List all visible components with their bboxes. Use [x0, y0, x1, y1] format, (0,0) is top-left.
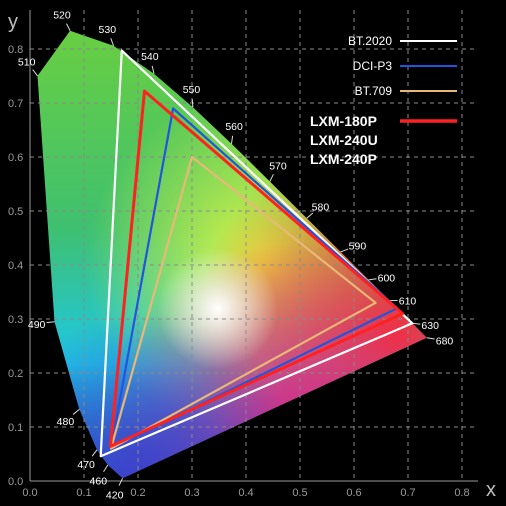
y-tick-label: 0.3 [8, 314, 23, 326]
y-tick-label: 0.7 [8, 98, 23, 110]
legend-label: LXM-180P [310, 113, 377, 129]
legend-label: BT.709 [355, 84, 393, 98]
x-tick-label: 0.5 [292, 487, 307, 499]
wavelength-label: 490 [28, 319, 46, 331]
y-tick-label: 0.0 [8, 476, 23, 488]
wavelength-tick [110, 38, 115, 46]
wavelength-tick [151, 65, 155, 74]
wavelength-tick [103, 464, 109, 473]
wavelength-labels: 420 460 470 480 490 510 520 530 540 550 560 570 580 5… [18, 10, 454, 502]
y-tick-label: 0.4 [8, 260, 23, 272]
y-tick-label: 0.5 [8, 206, 23, 218]
wavelength-tick [118, 478, 124, 486]
wavelength-tick [412, 322, 421, 325]
x-tick-label: 0.6 [346, 487, 361, 499]
y-tick-labels: 0.0 0.1 0.2 0.3 0.4 0.5 0.6 0.7 0.8 [8, 44, 23, 488]
y-tick-label: 0.1 [8, 422, 23, 434]
legend-label: LXM-240U [310, 132, 378, 148]
x-tick-label: 0.7 [400, 487, 415, 499]
wavelength-label: 520 [53, 10, 71, 22]
legend: BT.2020 DCI-P3 BT.709 LXM-180P LXM-240U LXM-2… [310, 34, 457, 167]
y-tick-label: 0.8 [8, 44, 23, 56]
wavelength-label: 460 [90, 475, 108, 487]
y-tick-label: 0.2 [8, 368, 23, 380]
gamut-triangle [109, 89, 405, 448]
wavelength-tick [72, 408, 80, 415]
wavelength-label: 510 [18, 57, 36, 69]
wavelength-tick [340, 248, 349, 253]
wavelength-label: 530 [99, 24, 117, 36]
x-tick-label: 0.1 [76, 487, 91, 499]
wavelength-tick [269, 174, 274, 182]
x-tick-labels: 0.0 0.1 0.2 0.3 0.4 0.5 0.6 0.7 0.8 [22, 487, 469, 499]
legend-label: LXM-240P [310, 151, 377, 167]
wavelength-tick [91, 449, 98, 457]
wavelength-label: 470 [77, 459, 95, 471]
x-tick-label: 0.4 [238, 487, 253, 499]
wavelength-label: 540 [141, 51, 159, 63]
wavelength-label: 630 [421, 320, 439, 332]
wavelength-tick [368, 278, 377, 281]
y-axis-label: y [8, 11, 18, 33]
legend-label: DCI-P3 [353, 59, 393, 73]
wavelength-label: 550 [183, 84, 201, 96]
x-axis-label: x [486, 479, 496, 501]
wavelength-tick [191, 99, 194, 108]
wavelength-tick [426, 337, 435, 340]
x-tick-label: 0.8 [454, 487, 469, 499]
wavelength-tick [66, 23, 71, 31]
grid-lines [29, 10, 478, 482]
wavelength-label: 600 [378, 272, 396, 284]
wavelength-label: 580 [312, 202, 330, 214]
x-tick-label: 0.2 [130, 487, 145, 499]
wavelength-label: 480 [57, 416, 75, 428]
wavelength-label: 680 [436, 336, 454, 348]
wavelength-label: 420 [106, 489, 124, 501]
gamut-triangle [99, 49, 414, 458]
wavelength-label: 560 [225, 121, 243, 133]
wavelength-label: 570 [269, 160, 287, 172]
wavelength-tick [32, 69, 38, 77]
wavelength-tick [306, 212, 314, 219]
wavelength-tick [230, 135, 234, 144]
x-tick-label: 0.3 [184, 487, 199, 499]
legend-label: BT.2020 [348, 34, 392, 48]
gamut-triangles [99, 49, 414, 458]
y-tick-label: 0.6 [8, 152, 23, 164]
gamut-triangle [109, 107, 399, 450]
wavelength-label: 610 [399, 295, 417, 307]
x-tick-label: 0.0 [22, 487, 37, 499]
wavelength-label: 590 [349, 240, 367, 252]
gamut-triangle [109, 155, 377, 450]
wavelength-tick [46, 321, 55, 324]
